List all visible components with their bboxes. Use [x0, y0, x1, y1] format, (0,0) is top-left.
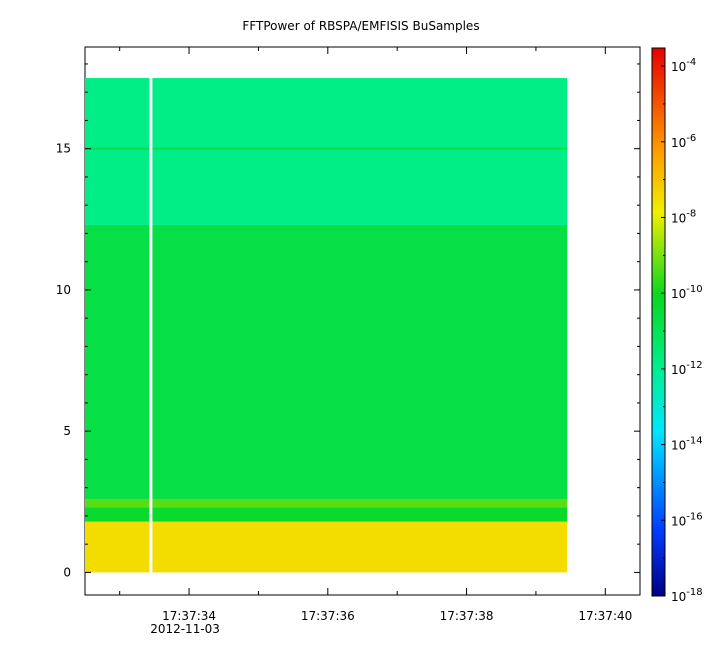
y-tick-label: 5 [63, 424, 71, 438]
y-tick-label: 0 [63, 565, 71, 579]
data-gap [149, 78, 153, 573]
x-tick-sublabel: 2012-11-03 [150, 622, 220, 636]
heatmap-line-feature [85, 147, 568, 150]
colorbar-tick-label: 10-6 [671, 133, 696, 150]
x-tick-label: 17:37:34 [162, 609, 216, 623]
colorbar: 10-4 10-6 10-8 10-10 10-12 10-14 10-16 10-18 [651, 47, 703, 604]
colorbar-tick-label: 10-4 [671, 57, 696, 74]
heatmap-band [85, 498, 568, 508]
y-tick-label: 10 [56, 283, 71, 297]
x-tick-label: 17:37:36 [301, 609, 355, 623]
x-tick-label: 17:37:40 [578, 609, 632, 623]
chart-title: FFTPower of RBSPA/EMFISIS BuSamples [242, 19, 479, 33]
colorbar-gradient [651, 47, 666, 597]
colorbar-tick-label: 10-14 [671, 436, 703, 453]
colorbar-tick-label: 10-8 [671, 208, 696, 225]
heatmap-band [85, 78, 568, 225]
heatmap-band [85, 507, 568, 522]
colorbar-tick-label: 10-12 [671, 360, 703, 377]
heatmap-area [85, 78, 568, 573]
heatmap-band [85, 224, 568, 499]
colorbar-tick-label: 10-18 [671, 587, 703, 604]
heatmap-band [85, 521, 568, 573]
y-tick-label: 15 [56, 142, 71, 156]
colorbar-tick-label: 10-16 [671, 511, 703, 528]
x-tick-label: 17:37:38 [440, 609, 494, 623]
y-axis: 0 5 10 15 [56, 63, 640, 579]
colorbar-tick-label: 10-10 [671, 284, 703, 301]
